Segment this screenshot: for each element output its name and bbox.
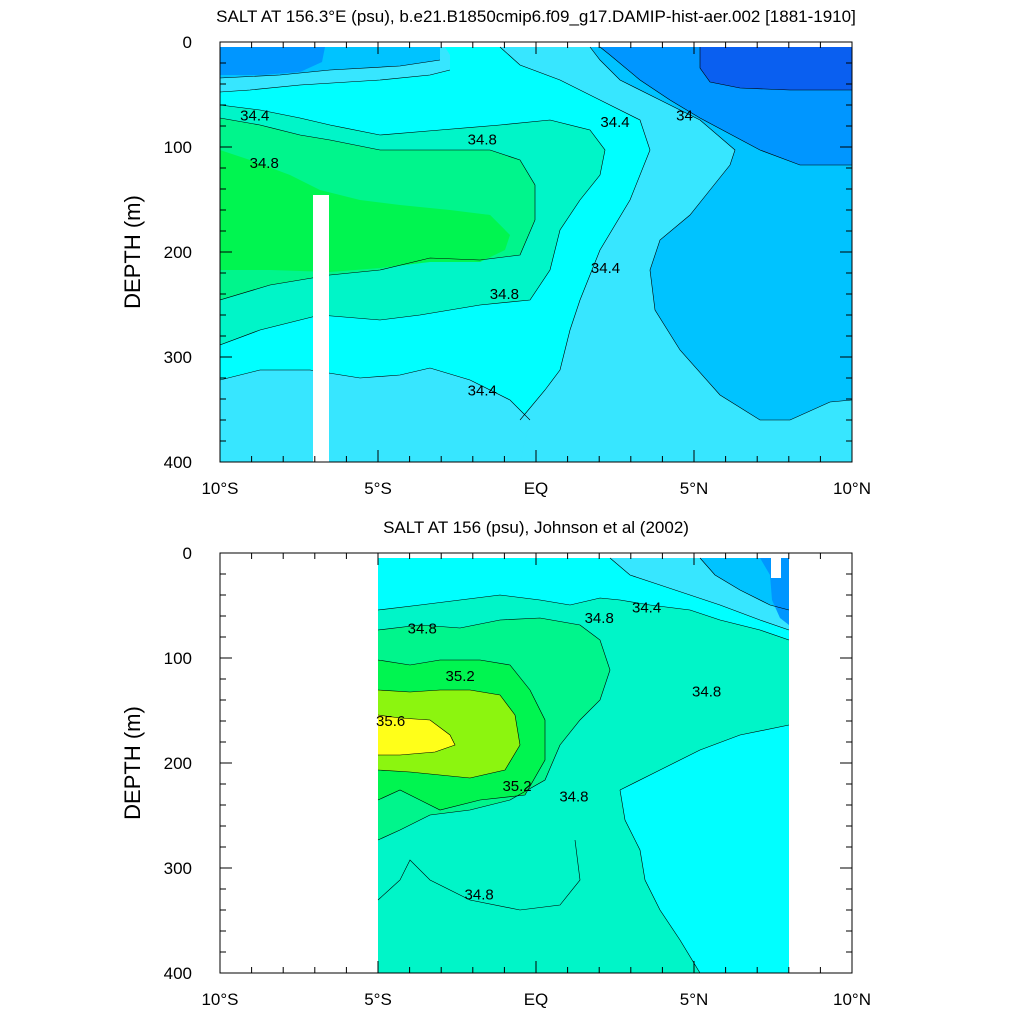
panel-observations: SALT AT 156 (psu), Johnson et al (2002): [120, 518, 871, 1009]
y-tick-label: 300: [164, 859, 192, 878]
contour-label: 34.4: [468, 383, 497, 400]
contour-label: 34.8: [559, 789, 588, 806]
contour-label: 34.4: [632, 600, 661, 617]
x-axis-1: 10°S 5°S EQ 5°N 10°N: [201, 42, 871, 498]
y-tick-label: 400: [164, 453, 192, 472]
x-tick-label: 10°N: [833, 990, 871, 1009]
y-tick-label: 0: [183, 33, 192, 52]
y-tick-label: 200: [164, 243, 192, 262]
contour-label: 35.2: [446, 668, 475, 685]
x-tick-label: EQ: [524, 479, 549, 498]
y-tick-label: 200: [164, 754, 192, 773]
y-tick-label: 0: [183, 544, 192, 563]
y-tick-label: 400: [164, 964, 192, 983]
contour-label: 34.8: [692, 684, 721, 701]
contour-label: 35.6: [376, 713, 405, 730]
contour-labels-1: 34.4 34.8 34.8 34.4 34 34.4 34.8 34.4: [240, 108, 693, 400]
x-tick-label: 5°N: [680, 990, 709, 1009]
x-tick-label: 10°S: [201, 479, 238, 498]
y-axis-1: 0 100 200 300 400: [164, 33, 852, 472]
y-tick-label: 100: [164, 138, 192, 157]
x-axis-2: 10°S 5°S EQ 5°N 10°N: [201, 553, 871, 1009]
x-tick-label: 5°N: [680, 479, 709, 498]
contour-label: 34: [676, 108, 693, 125]
contour-label: 34.8: [250, 155, 279, 172]
contour-fill-layer-1: [220, 46, 852, 462]
x-tick-label: 5°S: [364, 479, 392, 498]
panel-2-title: SALT AT 156 (psu), Johnson et al (2002): [383, 518, 689, 537]
y-tick-label: 100: [164, 649, 192, 668]
x-tick-label: 10°S: [201, 990, 238, 1009]
panel-model: SALT AT 156.3°E (psu), b.e21.B1850cmip6.…: [120, 7, 871, 498]
x-tick-label: 10°N: [833, 479, 871, 498]
y-axis-title-1: DEPTH (m): [120, 195, 145, 309]
panel-1-title: SALT AT 156.3°E (psu), b.e21.B1850cmip6.…: [216, 7, 856, 26]
contour-labels-2: 34.8 34.8 34.4 34.8 35.2 35.6 35.2 34.8 34.8: [376, 600, 721, 904]
contour-label: 34.8: [585, 610, 614, 627]
y-axis-title-2: DEPTH (m): [120, 706, 145, 820]
contour-label: 34.4: [600, 114, 629, 131]
contour-label: 34.8: [408, 621, 437, 638]
y-tick-label: 300: [164, 348, 192, 367]
x-tick-label: EQ: [524, 990, 549, 1009]
x-tick-label: 5°S: [364, 990, 392, 1009]
contour-label: 35.2: [502, 778, 531, 795]
contour-fill-layer-2: [377, 557, 790, 973]
contour-label: 34.8: [468, 132, 497, 149]
contour-label: 34.8: [465, 886, 494, 903]
contour-label: 34.8: [490, 286, 519, 303]
contour-label: 34.4: [591, 260, 620, 277]
y-axis-2: 0 100 200 300 400: [164, 544, 852, 983]
contour-label: 34.4: [240, 108, 269, 125]
